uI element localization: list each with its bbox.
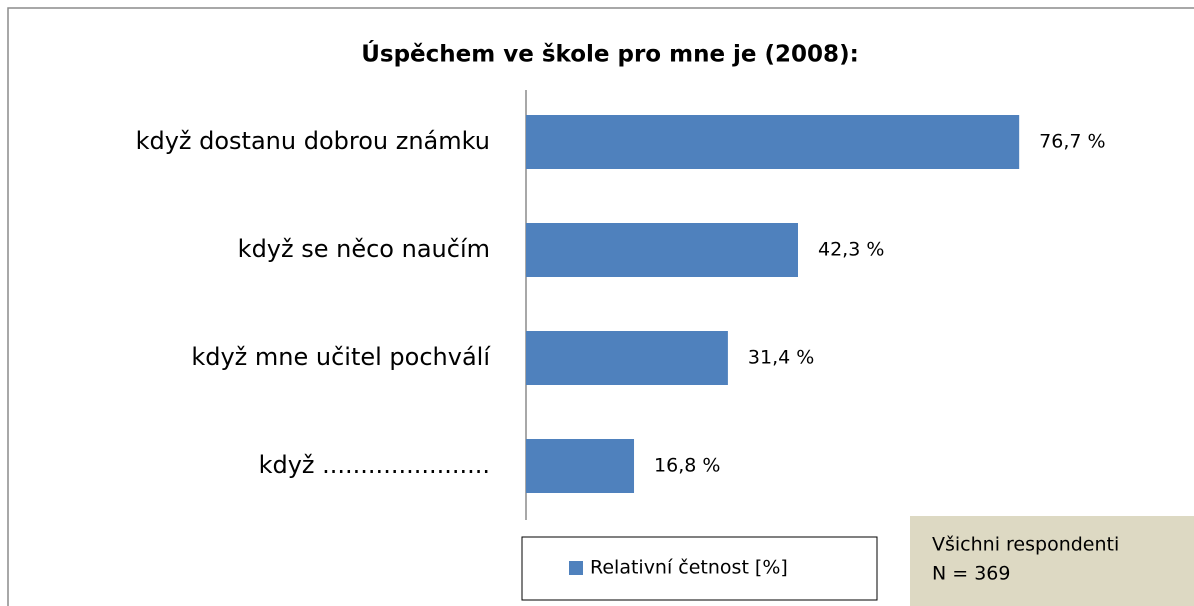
bar [526, 439, 635, 493]
annotation-text: N = 369 [932, 563, 1010, 585]
category-label: když mne učitel pochválí [191, 343, 491, 371]
category-label: když ...................... [259, 451, 490, 479]
category-label: když dostanu dobrou známku [136, 127, 490, 155]
category-label: když se něco naučím [238, 235, 490, 263]
bar [526, 223, 798, 277]
value-label: 16,8 % [654, 455, 720, 477]
value-label: 31,4 % [748, 347, 814, 369]
value-label: 76,7 % [1039, 131, 1105, 153]
annotation-box [910, 516, 1194, 606]
legend-label: Relativní četnost [%] [590, 557, 788, 579]
chart-frame [7, 7, 1194, 606]
annotation-text: Všichni respondenti [932, 534, 1119, 556]
bar [526, 331, 728, 385]
bar [526, 115, 1020, 169]
value-label: 42,3 % [818, 239, 884, 261]
chart-title: Úspěchem ve škole pro mne je (2008): [361, 40, 859, 68]
legend-swatch [569, 561, 583, 575]
